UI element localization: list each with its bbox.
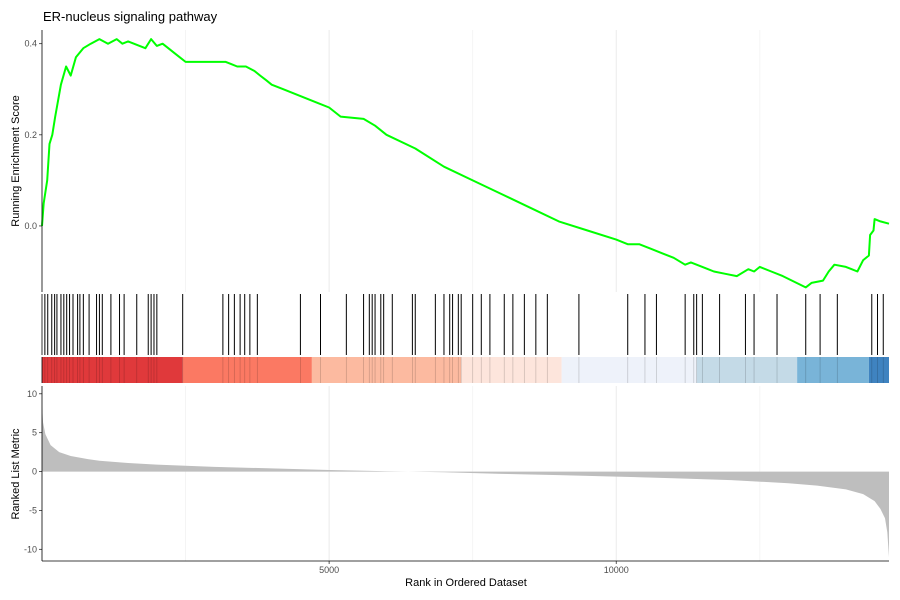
- color-band-2: [311, 357, 462, 383]
- metric-panel: 10 5 0 -5 -10 5000 10000 Ranked List Metric R…: [10, 386, 889, 589]
- gene-hit-marks: [44, 294, 884, 355]
- metric-y-tick-label-2: 0: [32, 467, 37, 477]
- color-bar-hit-marks: [44, 357, 884, 383]
- es-gridlines: [185, 30, 761, 292]
- color-bar-panel: [41, 357, 889, 383]
- metric-y-axis-title: Ranked List Metric: [10, 428, 22, 520]
- color-band-7: [868, 357, 889, 383]
- chart-title: ER-nucleus signaling pathway: [43, 9, 218, 24]
- ranked-metric-area: [42, 405, 889, 558]
- es-y-axis-title: Running Enrichment Score: [10, 95, 22, 226]
- color-band-3: [461, 357, 562, 383]
- metric-y-tick-label-3: -5: [29, 505, 37, 515]
- x-tick-label-0: 5000: [319, 565, 339, 575]
- x-tick-label-1: 10000: [604, 565, 629, 575]
- metric-y-tick-label-0: 10: [27, 389, 37, 399]
- es-y-tick-label-2: 0.4: [24, 39, 37, 49]
- es-y-tick-label-0: 0.0: [24, 221, 37, 231]
- color-band-4: [561, 357, 697, 383]
- color-bar-bands: [42, 357, 889, 383]
- x-axis-ticks: 5000 10000: [319, 561, 629, 575]
- hits-panel: [41, 294, 884, 355]
- color-band-0: [42, 357, 183, 383]
- es-y-ticks: 0.0 0.2 0.4: [24, 39, 42, 231]
- es-panel: 0.0 0.2 0.4 Running Enrichment Score: [10, 30, 890, 292]
- metric-y-ticks: 10 5 0 -5 -10: [24, 389, 42, 554]
- metric-y-tick-label-4: -10: [24, 544, 37, 554]
- metric-y-tick-label-1: 5: [32, 428, 37, 438]
- color-band-1: [182, 357, 312, 383]
- es-y-tick-label-1: 0.2: [24, 130, 37, 140]
- color-band-5: [696, 357, 798, 383]
- x-axis-title: Rank in Ordered Dataset: [405, 577, 527, 589]
- color-band-6: [797, 357, 869, 383]
- running-es-line: [41, 38, 890, 289]
